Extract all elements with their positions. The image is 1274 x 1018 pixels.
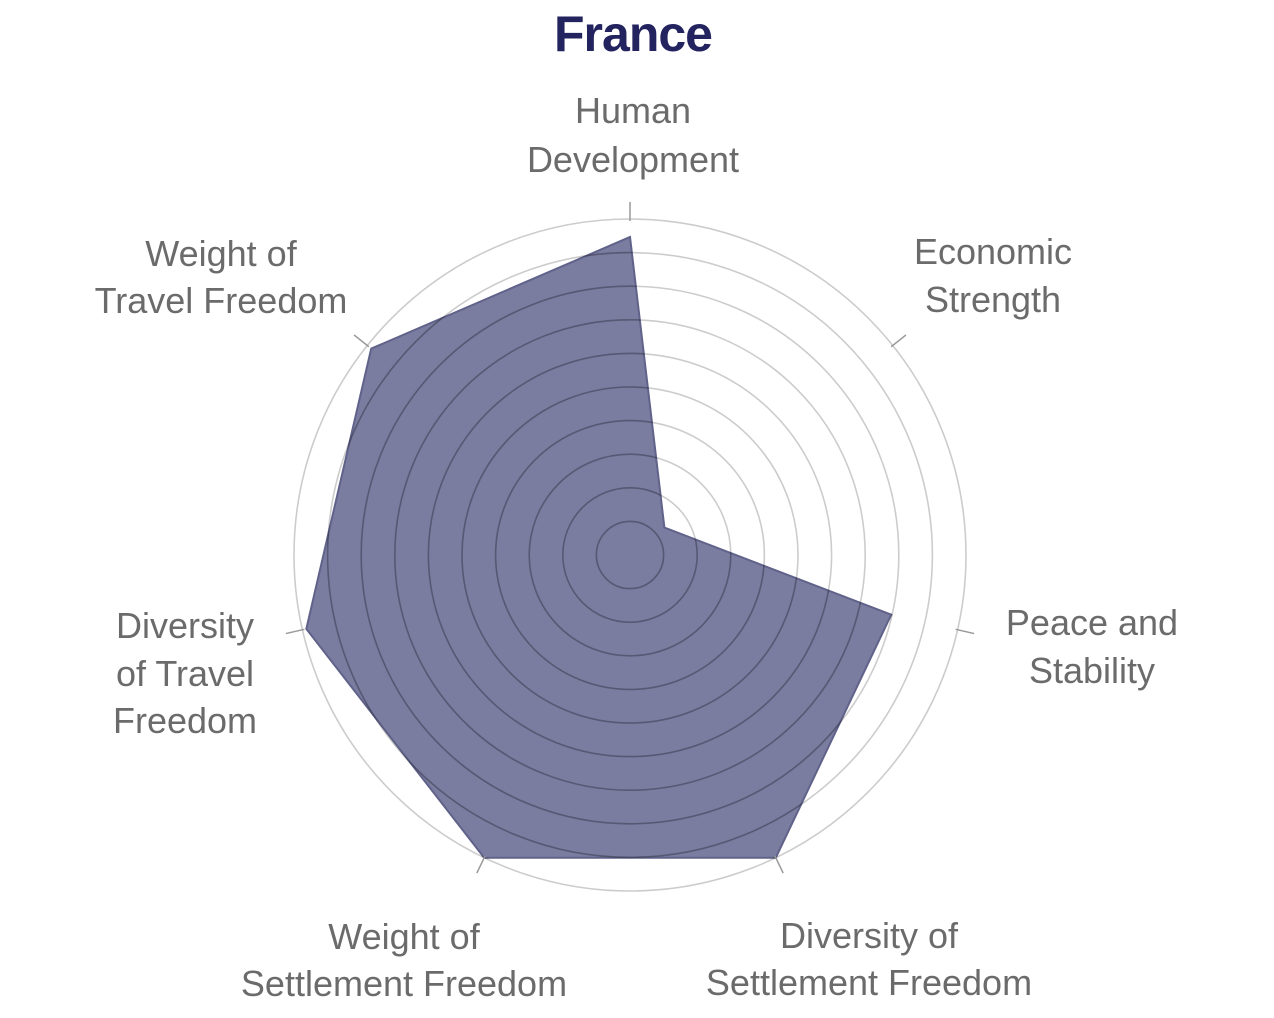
svg-text:Development: Development xyxy=(527,139,739,180)
svg-text:Settlement Freedom: Settlement Freedom xyxy=(241,963,567,1004)
svg-text:Stability: Stability xyxy=(1029,650,1155,691)
svg-text:Weight of: Weight of xyxy=(145,233,297,274)
svg-text:France: France xyxy=(554,6,712,62)
svg-text:Human: Human xyxy=(575,90,691,131)
svg-text:Diversity of: Diversity of xyxy=(780,915,959,956)
svg-text:Weight of: Weight of xyxy=(328,916,480,957)
svg-text:Freedom: Freedom xyxy=(113,700,257,741)
svg-text:Peace and: Peace and xyxy=(1006,602,1178,643)
svg-text:of Travel: of Travel xyxy=(116,653,254,694)
svg-text:Economic: Economic xyxy=(914,231,1072,272)
svg-text:Diversity: Diversity xyxy=(116,605,254,646)
svg-text:Travel Freedom: Travel Freedom xyxy=(95,280,348,321)
svg-text:Strength: Strength xyxy=(925,279,1061,320)
svg-text:Settlement Freedom: Settlement Freedom xyxy=(706,962,1032,1003)
